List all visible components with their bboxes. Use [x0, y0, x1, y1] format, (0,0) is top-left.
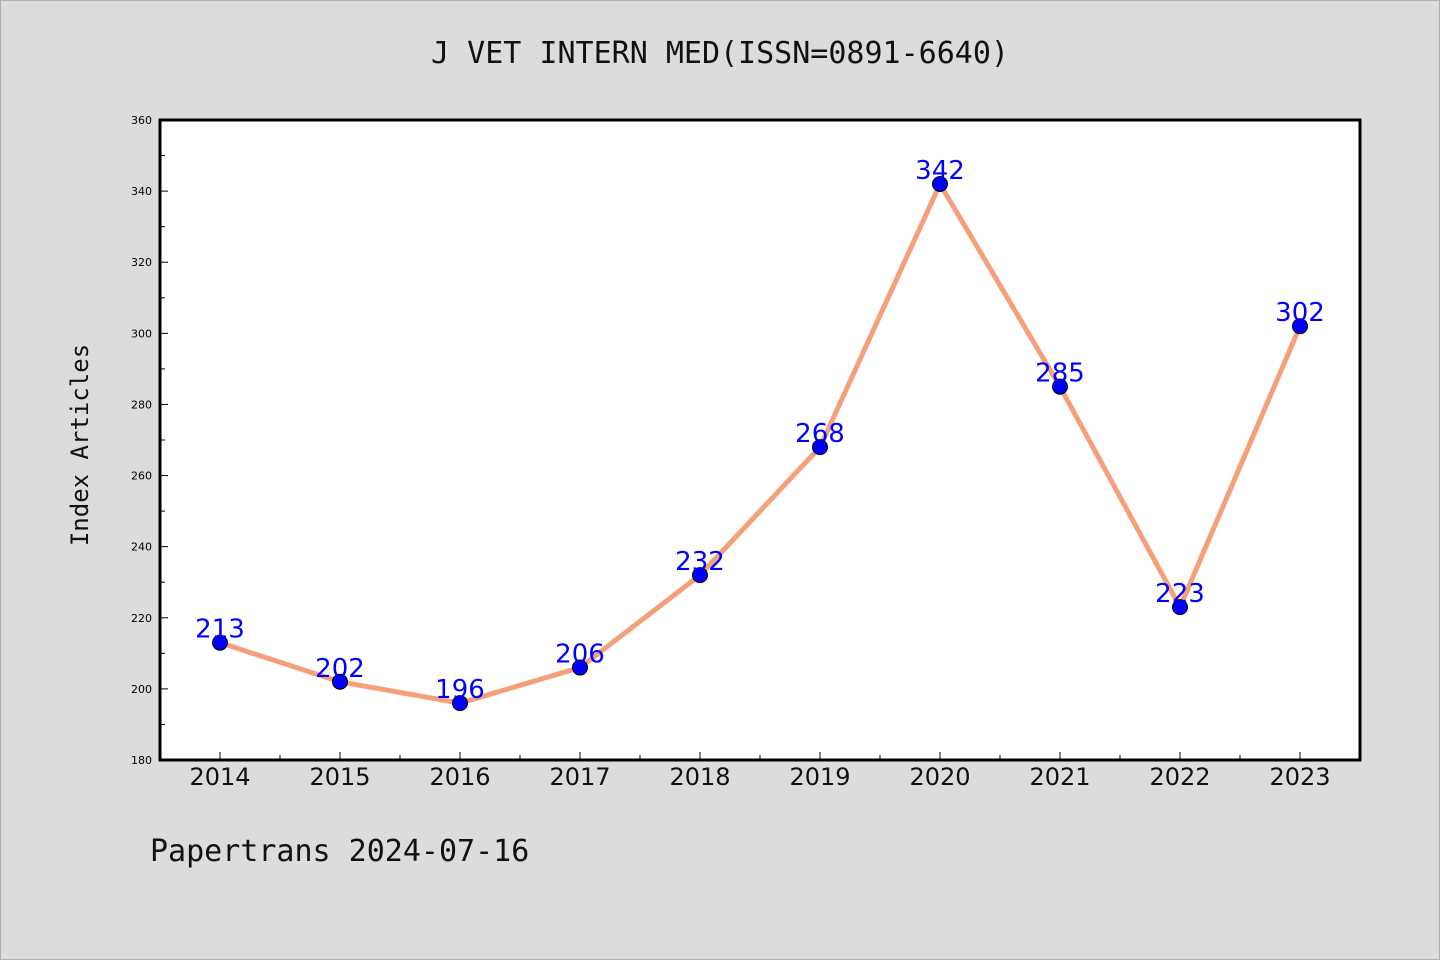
data-label: 232: [675, 547, 725, 577]
data-label: 223: [1155, 579, 1205, 609]
x-tick-label: 2019: [789, 763, 850, 791]
chart-title: J VET INTERN MED(ISSN=0891-6640): [431, 36, 1009, 71]
footer-credit: Papertrans 2024-07-16: [150, 834, 530, 869]
data-point: [932, 176, 948, 192]
y-tick-label: 260: [131, 470, 152, 483]
x-tick-label: 2022: [1149, 763, 1210, 791]
data-point: [1172, 599, 1188, 616]
y-tick-label: 220: [131, 612, 152, 625]
data-label: 202: [315, 654, 365, 684]
x-tick-label: 2021: [1029, 763, 1090, 791]
data-point: [212, 634, 228, 651]
y-tick-label: 180: [131, 754, 152, 767]
data-point: [452, 695, 468, 712]
x-tick-label: 2018: [669, 763, 730, 791]
y-tick-label: 340: [131, 185, 152, 198]
y-tick-label: 200: [131, 683, 152, 696]
series-line: [217, 181, 1303, 706]
y-tick-label: 280: [131, 398, 152, 411]
data-label: 213: [195, 615, 245, 645]
data-point: [1292, 318, 1308, 335]
data-label: 285: [1035, 359, 1085, 389]
data-label: 302: [1275, 298, 1325, 328]
x-tick-label: 2017: [549, 763, 610, 791]
data-label: 268: [795, 419, 845, 449]
data-label: 342: [915, 156, 965, 186]
y-tick-label: 320: [131, 256, 152, 269]
x-tick-label: 2014: [189, 763, 250, 791]
plot-area: [158, 118, 1362, 762]
data-point: [332, 673, 348, 690]
x-tick-label: 2020: [909, 763, 970, 791]
data-point: [692, 567, 708, 584]
y-tick-label: 240: [131, 541, 152, 554]
data-point: [1052, 378, 1068, 395]
x-tick-label: 2015: [309, 763, 370, 791]
data-point: [812, 439, 828, 456]
data-label: 196: [435, 675, 485, 705]
x-tick-label: 2016: [429, 763, 490, 791]
y-tick-label: 360: [131, 114, 152, 127]
y-tick-label: 300: [131, 327, 152, 340]
x-tick-label: 2023: [1269, 763, 1330, 791]
data-point: [572, 659, 588, 676]
data-label: 206: [555, 640, 605, 670]
